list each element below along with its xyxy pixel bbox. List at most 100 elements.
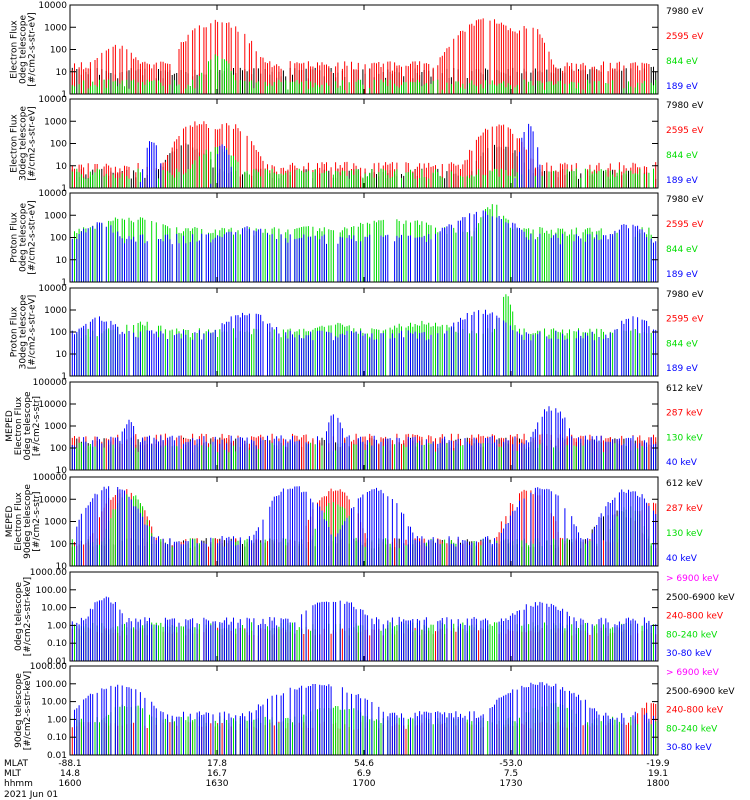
y-tick-label: 1000 (44, 23, 67, 33)
y-tick-label: 1.00 (47, 621, 67, 631)
y-tick-label: 10000 (38, 95, 67, 105)
y-tick-label: 1000 (44, 117, 67, 127)
legend-entry: 80-240 keV (666, 724, 718, 734)
legend-entry: 189 eV (666, 364, 699, 374)
y-axis-label: 90deg telescope (23, 484, 33, 559)
y-tick-label: 10 (56, 466, 68, 476)
y-tick-label: 10 (56, 68, 68, 78)
legend-entry: 7980 eV (666, 101, 704, 111)
y-axis-label: [#/cm2-s-str-keV] (23, 577, 33, 656)
legend-entry: 2595 eV (666, 220, 704, 230)
legend-entry: > 6900 keV (666, 668, 720, 678)
y-axis-label: [#/cm2-s-str] (32, 396, 42, 456)
y-axis-label: MEPED (5, 506, 15, 538)
y-axis-label: Electron Flux (14, 396, 24, 455)
y-tick-label: 100000 (33, 473, 68, 483)
y-axis-label: [#/cm2-s-str-eV] (28, 295, 38, 370)
y-tick-label: 100.00 (36, 586, 68, 596)
y-tick-label: 10000 (38, 400, 67, 410)
y-axis-label: [#/cm2-s-str-eV] (28, 12, 38, 87)
legend-entry: 2595 eV (666, 32, 704, 42)
legend-entry: 30-80 keV (666, 649, 712, 659)
y-tick-label: 0.01 (47, 751, 67, 761)
legend-entry: 844 eV (666, 245, 699, 255)
y-axis-label: 30deg telescope (19, 106, 29, 181)
legend-entry: 2500-6900 keV (666, 593, 735, 603)
legend-entry: 130 keV (666, 433, 703, 443)
y-tick-label: 1 (61, 372, 67, 382)
y-tick-label: 1 (61, 184, 67, 194)
y-axis-label: 0deg telescope (19, 203, 29, 273)
y-axis-label: 90deg telescope (14, 673, 24, 748)
y-axis-label: 0deg telescope (14, 582, 24, 652)
legend-entry: 287 keV (666, 504, 703, 514)
y-axis-label: MEPED (5, 410, 15, 442)
y-tick-label: 0.10 (47, 639, 67, 649)
panel-1 (69, 4, 659, 95)
y-tick-label: 1 (61, 90, 67, 100)
x-row-label-mlt: MLT (4, 769, 22, 779)
legend-entry: 2595 eV (666, 126, 704, 136)
x-tick-mlat: -19.9 (646, 759, 670, 769)
y-axis-label: Electron Flux (10, 114, 20, 173)
legend-entry: 7980 eV (666, 7, 704, 17)
y-axis-label: [#/cm2-s-str-eV] (28, 106, 38, 181)
panel-4 (69, 287, 659, 377)
y-axis-label: Electron Flux (14, 492, 24, 551)
y-tick-label: 100.00 (36, 680, 68, 690)
series-40-kev (71, 406, 659, 470)
legend-entry: 40 keV (666, 554, 698, 564)
panel-7 (69, 571, 659, 662)
x-tick-mlat: -53.0 (499, 759, 523, 769)
y-axis-label: Proton Flux (10, 306, 20, 357)
legend-entry: 844 eV (666, 57, 699, 67)
y-axis-label: 0deg telescope (23, 391, 33, 461)
y-tick-label: 1000 (44, 211, 67, 221)
legend-entry: 130 keV (666, 529, 703, 539)
legend-entry: 40 keV (666, 458, 698, 468)
panel-6 (69, 476, 659, 567)
x-tick-mlat: 17.8 (207, 759, 227, 769)
y-tick-label: 100 (50, 46, 67, 56)
legend-entry: 2500-6900 keV (666, 687, 735, 697)
x-tick-mlt: 19.1 (648, 769, 668, 779)
x-tick-mlt: 6.9 (357, 769, 372, 779)
y-tick-label: 10000 (38, 284, 67, 294)
legend-entry: > 6900 keV (666, 574, 720, 584)
legend-entry: 287 keV (666, 409, 703, 419)
y-tick-label: 10000 (38, 1, 67, 11)
legend-entry: 189 eV (666, 82, 699, 92)
legend-entry: 844 eV (666, 151, 699, 161)
series-30-80-kev (69, 682, 659, 755)
y-tick-label: 1 (61, 278, 67, 288)
legend-entry: 612 keV (666, 384, 703, 394)
x-tick-mlat: -88.1 (58, 759, 81, 769)
x-tick-mlat: 54.6 (354, 759, 374, 769)
legend-entry: 80-240 keV (666, 630, 718, 640)
x-row-label-mlat: MLAT (4, 759, 28, 769)
legend-entry: 240-800 keV (666, 706, 724, 716)
y-tick-label: 0.01 (47, 657, 67, 667)
x-tick-hhmm: 1730 (500, 779, 523, 789)
y-axis-label: [#/cm2-s-str] (32, 491, 42, 551)
series-2595-ev (71, 18, 659, 94)
y-tick-label: 1000 (44, 518, 67, 528)
legend-entry: 30-80 keV (666, 743, 712, 753)
y-tick-label: 1.00 (47, 715, 67, 725)
x-tick-hhmm: 1630 (206, 779, 229, 789)
y-axis-label: Proton Flux (10, 212, 20, 263)
y-tick-label: 100000 (33, 378, 68, 388)
y-axis-label: Electron Flux (10, 20, 20, 79)
legend-entry: 2595 eV (666, 315, 704, 325)
legend-entry: 240-800 keV (666, 612, 724, 622)
y-tick-label: 100 (50, 140, 67, 150)
x-tick-mlt: 7.5 (504, 769, 518, 779)
y-tick-label: 10.00 (41, 604, 67, 614)
legend-entry: 844 eV (666, 339, 699, 349)
panel-3 (69, 192, 659, 283)
y-axis-label: 0deg telescope (19, 15, 29, 85)
y-tick-label: 100 (50, 540, 67, 550)
x-tick-mlt: 14.8 (60, 769, 80, 779)
y-tick-label: 10 (56, 350, 68, 360)
